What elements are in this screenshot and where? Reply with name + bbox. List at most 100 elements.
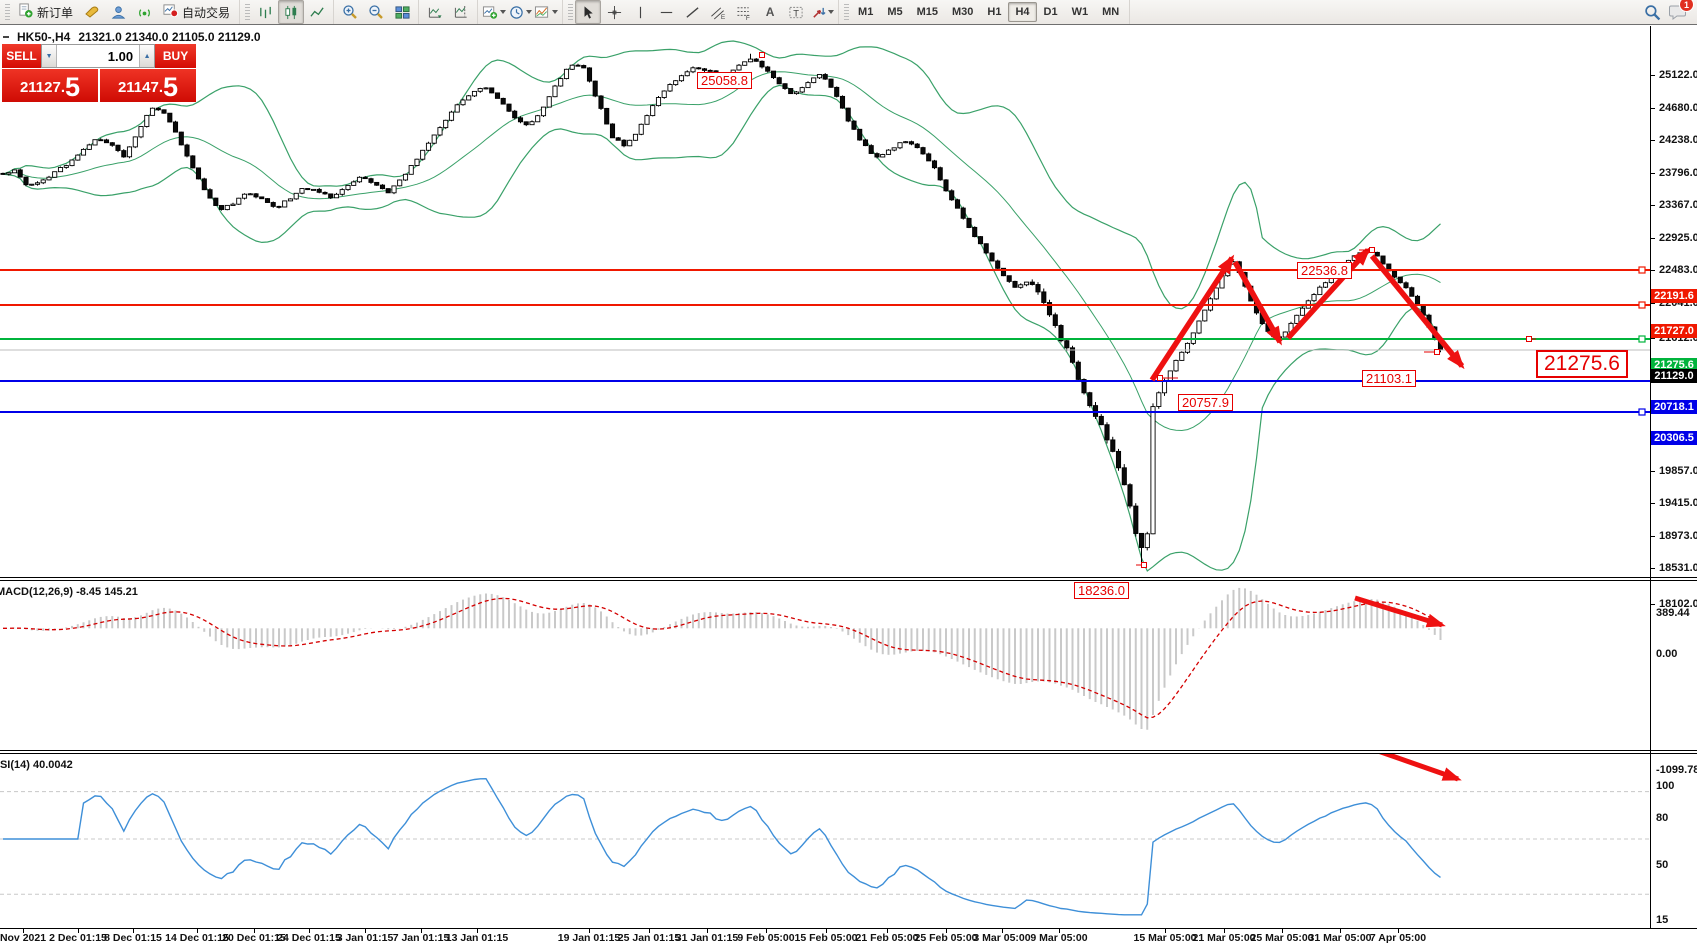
candle-up: [299, 188, 305, 194]
bar-chart-icon[interactable]: [252, 0, 278, 24]
timeframe-M1[interactable]: M1: [858, 6, 874, 18]
level-anchor-square[interactable]: [1638, 335, 1646, 343]
candle-down: [207, 189, 213, 199]
volume-increase-button[interactable]: ▲: [139, 45, 155, 67]
candle-down: [920, 147, 926, 155]
time-tick: [254, 929, 255, 933]
chart-shift-icon[interactable]: [448, 0, 474, 24]
crosshair-icon[interactable]: [601, 0, 627, 24]
trend-arrow[interactable]: [1369, 254, 1465, 370]
horizontal-line-icon[interactable]: [653, 0, 679, 24]
level-anchor-square[interactable]: [1638, 408, 1646, 416]
time-tick-label: 24 Dec 01:15: [277, 932, 341, 944]
candle-down: [1374, 251, 1380, 257]
equidistant-channel-icon[interactable]: E: [705, 0, 731, 24]
auto-scroll-icon[interactable]: [422, 0, 448, 24]
rsi-trend-arrow[interactable]: [1338, 754, 1462, 782]
timeframe-H4[interactable]: H4: [1008, 2, 1037, 22]
arrows-dropdown[interactable]: [809, 0, 835, 24]
new-order-button[interactable]: 新订单: [12, 0, 79, 24]
text-icon[interactable]: A: [765, 5, 775, 19]
fibonacci-icon[interactable]: F: [731, 0, 757, 24]
annotation-label-21103.1[interactable]: 21103.1: [1362, 370, 1417, 387]
vertical-line-icon[interactable]: [627, 0, 653, 24]
time-axis[interactable]: Nov 2021 2 Dec 01:15 8 Dec 01:15 14 Dec 01:…: [0, 928, 1697, 946]
timeframe-W1[interactable]: W1: [1071, 6, 1089, 18]
timeframe-M5[interactable]: M5: [887, 6, 903, 18]
annotation-label-18236.0[interactable]: 18236.0: [1074, 582, 1129, 599]
level-anchor-square[interactable]: [1638, 266, 1646, 274]
candle-up: [287, 198, 294, 202]
candle-up: [397, 179, 403, 187]
zoom-out-icon[interactable]: [363, 0, 389, 24]
svg-text:E: E: [721, 14, 726, 20]
annotation-label-25058.8[interactable]: 25058.8: [697, 72, 752, 89]
sell-button[interactable]: SELL: [2, 44, 42, 68]
tile-windows-icon[interactable]: [389, 0, 415, 24]
toolbar-group-timeframes: M1 M5 M15 M30 H1 H4 D1 W1 MN: [839, 0, 1131, 24]
zoom-in-icon[interactable]: [337, 0, 363, 24]
search-icon[interactable]: [1639, 0, 1665, 24]
candle-up: [57, 167, 64, 173]
toolbar-grip[interactable]: [844, 4, 850, 20]
annotation-label-22536.8[interactable]: 22536.8: [1297, 262, 1352, 279]
level-anchor-square[interactable]: [1638, 301, 1646, 309]
candle-down: [172, 121, 179, 133]
macd-panel-canvas[interactable]: [0, 581, 1650, 751]
annotation-label-20757.9[interactable]: 20757.9: [1178, 394, 1233, 411]
timeframe-MN[interactable]: MN: [1102, 6, 1120, 18]
period-dropdown[interactable]: [507, 0, 533, 24]
sell-price-box[interactable]: 21127. 5: [2, 69, 98, 102]
market-watch-icon[interactable]: [105, 0, 131, 24]
candle-down: [989, 252, 995, 262]
trend-arrow[interactable]: [1149, 254, 1235, 382]
trend-arrow[interactable]: [1285, 247, 1371, 340]
signal-icon[interactable]: [131, 0, 157, 24]
macd-trend-arrow[interactable]: [1354, 595, 1446, 628]
candle-up: [144, 114, 150, 127]
timeframe-M30[interactable]: M30: [952, 6, 974, 18]
trend-arrow[interactable]: [1232, 260, 1283, 346]
volume-input[interactable]: [57, 45, 140, 67]
trendline-icon[interactable]: [679, 0, 705, 24]
candle-up: [1018, 284, 1024, 288]
text-label-icon[interactable]: T: [783, 0, 809, 24]
volume-stepper: ▼ ▲: [41, 44, 156, 68]
price-tick: [1650, 338, 1655, 339]
new-chart-dropdown[interactable]: [481, 0, 507, 24]
candle-up: [1161, 380, 1168, 394]
toolbar-grip[interactable]: [568, 4, 574, 20]
panel-separator[interactable]: [0, 750, 1697, 754]
template-dropdown[interactable]: [533, 0, 559, 24]
buy-button[interactable]: BUY: [155, 44, 196, 68]
line-chart-icon[interactable]: [304, 0, 330, 24]
toolbar-grip[interactable]: [5, 4, 10, 20]
candlestick-chart-icon[interactable]: [278, 0, 305, 24]
candle-down: [23, 176, 29, 186]
auto-trading-button[interactable]: 自动交易: [157, 0, 236, 24]
timeframe-H1[interactable]: H1: [987, 6, 1002, 18]
one-click-trading-panel: SELL ▼ ▲ BUY 21127.5 21147.5: [2, 44, 196, 102]
brush-icon[interactable]: [79, 0, 105, 24]
rsi-panel-canvas[interactable]: [0, 754, 1650, 928]
candle-down: [788, 88, 794, 95]
timeframe-M15[interactable]: M15: [916, 6, 938, 18]
candle-up: [282, 200, 288, 208]
toolbar-grip[interactable]: [245, 4, 251, 20]
buy-price-box[interactable]: 21147. 5: [100, 69, 196, 102]
volume-decrease-button[interactable]: ▼: [42, 45, 58, 67]
annotation-label-21275.6[interactable]: 21275.6: [1536, 350, 1628, 378]
candle-up: [402, 173, 409, 181]
candle-up: [63, 165, 69, 168]
candle-up: [454, 104, 460, 113]
ohlc-values: 21321.0 21340.0 21105.0 21129.0: [78, 30, 261, 44]
main-chart-canvas[interactable]: [0, 26, 1650, 578]
candle-up: [414, 158, 420, 166]
timeframe-D1[interactable]: D1: [1043, 6, 1058, 18]
cursor-icon[interactable]: [575, 0, 602, 24]
candle-up: [69, 159, 75, 167]
notifications-button[interactable]: 1: [1665, 0, 1694, 24]
candle-up: [742, 61, 748, 66]
panel-separator[interactable]: [0, 577, 1697, 581]
candle-up: [891, 147, 897, 151]
